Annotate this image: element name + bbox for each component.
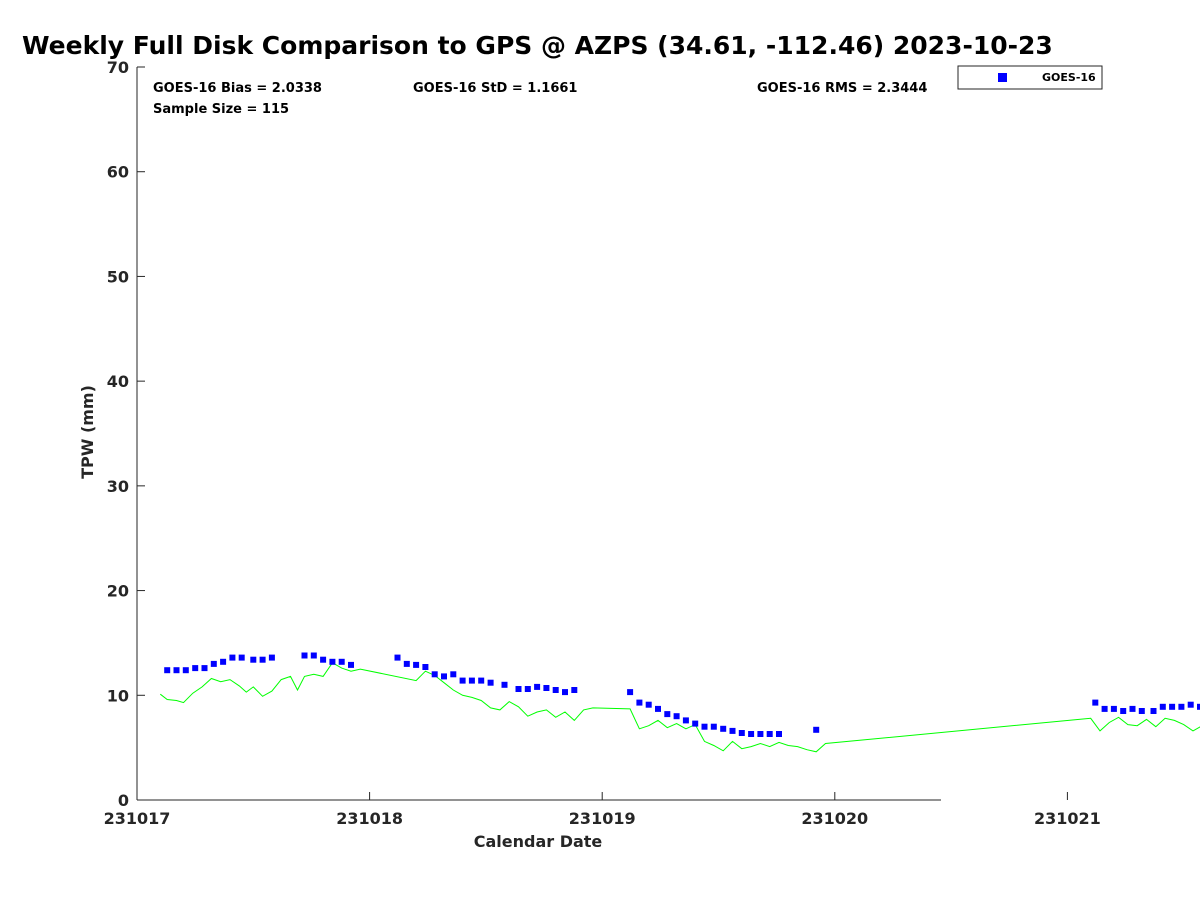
goes16-point bbox=[1120, 708, 1127, 714]
goes16-point bbox=[543, 685, 550, 691]
goes16-point bbox=[164, 667, 171, 674]
y-tick-label: 30 bbox=[107, 477, 129, 496]
legend: GOES-16 bbox=[957, 65, 1103, 90]
goes16-point bbox=[1092, 699, 1099, 706]
goes16-point bbox=[710, 723, 717, 730]
sample-size-stat: Sample Size = 115 bbox=[153, 102, 289, 117]
goes16-point bbox=[627, 689, 634, 696]
goes16-point bbox=[524, 686, 531, 692]
goes16-point bbox=[692, 720, 699, 727]
plot-area bbox=[159, 652, 1200, 753]
goes16-point bbox=[1159, 703, 1166, 710]
legend-marker-goes16 bbox=[998, 73, 1007, 82]
goes16-point bbox=[268, 654, 275, 661]
goes16-point bbox=[220, 658, 227, 665]
goes16-point bbox=[571, 687, 578, 693]
x-tick-label: 231018 bbox=[336, 809, 403, 828]
goes16-point bbox=[173, 667, 180, 674]
goes16-point bbox=[229, 654, 236, 661]
goes16-point bbox=[738, 730, 745, 736]
goes16-point bbox=[338, 658, 345, 665]
goes16-point bbox=[515, 686, 522, 692]
goes16-point bbox=[813, 726, 820, 733]
axes: 0 10 20 30 40 50 60 70 231017 231018 231019 231020 2… bbox=[104, 58, 1101, 828]
goes16-point bbox=[1187, 701, 1194, 708]
goes16-point bbox=[673, 713, 680, 720]
x-tick-label: 231017 bbox=[104, 809, 171, 828]
goes16-point bbox=[250, 656, 257, 663]
y-tick-label: 0 bbox=[118, 791, 129, 810]
goes16-point bbox=[682, 717, 689, 724]
bias-stat: GOES-16 Bias = 2.0338 bbox=[153, 81, 322, 96]
goes16-point bbox=[403, 660, 410, 667]
goes16-point bbox=[238, 654, 245, 661]
x-axis-label: Calendar Date bbox=[474, 832, 603, 851]
rms-stat: GOES-16 RMS = 2.3444 bbox=[757, 81, 927, 96]
goes16-point bbox=[655, 705, 661, 712]
goes16-point bbox=[487, 679, 494, 686]
goes16-point bbox=[478, 677, 485, 684]
goes16-point bbox=[422, 664, 429, 670]
goes16-point bbox=[720, 725, 727, 732]
goes16-point bbox=[320, 656, 327, 663]
goes16-point bbox=[664, 711, 671, 718]
goes16-point bbox=[748, 731, 755, 737]
std-stat: GOES-16 StD = 1.1661 bbox=[413, 81, 577, 96]
goes16-point bbox=[201, 665, 208, 672]
y-tick-label: 10 bbox=[107, 686, 129, 705]
goes16-point bbox=[534, 683, 541, 690]
y-tick-label: 60 bbox=[107, 163, 129, 182]
goes16-point bbox=[701, 723, 708, 730]
goes16-point bbox=[1110, 705, 1117, 712]
y-axis-label: TPW (mm) bbox=[78, 385, 97, 479]
goes16-point bbox=[501, 681, 508, 688]
goes16-point bbox=[562, 689, 568, 696]
goes16-point bbox=[301, 652, 308, 659]
y-tick-label: 70 bbox=[107, 58, 129, 77]
chart-title: Weekly Full Disk Comparison to GPS @ AZP… bbox=[22, 31, 1053, 60]
goes16-point bbox=[636, 699, 643, 706]
goes16-point bbox=[1169, 703, 1176, 710]
x-tick-label: 231021 bbox=[1034, 809, 1101, 828]
goes16-point bbox=[1197, 703, 1200, 710]
goes16-point bbox=[348, 661, 354, 668]
goes16-point bbox=[645, 701, 652, 708]
legend-box bbox=[957, 65, 1103, 90]
goes16-point bbox=[450, 671, 457, 678]
gps-series bbox=[159, 662, 1200, 753]
goes16-point bbox=[1101, 705, 1108, 712]
gps-line bbox=[159, 662, 1200, 753]
goes16-point bbox=[1138, 708, 1145, 714]
y-tick-label: 40 bbox=[107, 372, 129, 391]
goes16-point bbox=[1150, 708, 1157, 714]
y-tick-label: 50 bbox=[107, 267, 129, 286]
goes16-point bbox=[459, 677, 466, 684]
goes16-point bbox=[468, 677, 475, 684]
goes16-point bbox=[210, 660, 217, 667]
goes16-point bbox=[757, 731, 764, 737]
goes16-point bbox=[431, 671, 438, 678]
goes16-point bbox=[1178, 703, 1185, 710]
goes16-point bbox=[1129, 705, 1136, 712]
x-tick-label: 231020 bbox=[801, 809, 868, 828]
goes16-point bbox=[394, 654, 401, 661]
goes16-point bbox=[310, 652, 317, 659]
goes16-point bbox=[729, 727, 736, 734]
goes16-point bbox=[259, 656, 266, 663]
y-tick-label: 20 bbox=[107, 582, 129, 601]
goes16-point bbox=[182, 667, 189, 674]
legend-label-goes16: GOES-16 bbox=[1042, 71, 1096, 84]
goes16-point bbox=[766, 731, 773, 737]
goes16-point bbox=[413, 661, 420, 668]
x-tick-label: 231019 bbox=[569, 809, 636, 828]
goes16-point bbox=[329, 658, 336, 665]
goes16-series bbox=[164, 652, 1200, 737]
goes16-point bbox=[552, 687, 559, 693]
goes16-point bbox=[192, 665, 199, 672]
goes16-point bbox=[776, 731, 782, 737]
goes16-point bbox=[441, 673, 447, 680]
